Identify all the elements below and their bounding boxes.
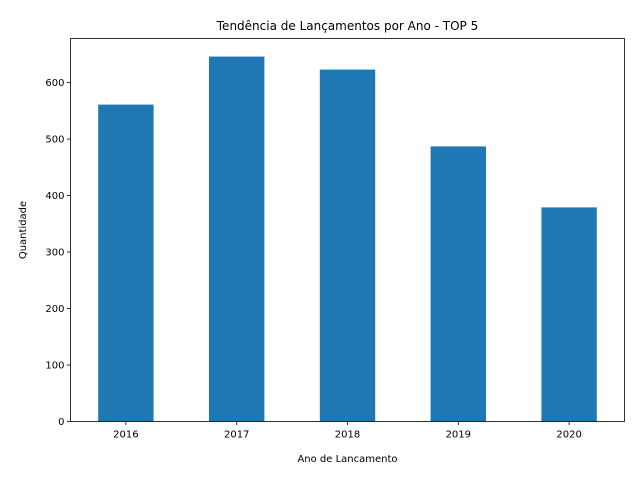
bar-2020 <box>541 207 597 422</box>
x-axis-label: Ano de Lancamento <box>297 454 397 465</box>
y-tick-label: 100 <box>45 361 64 372</box>
x-tick-label: 2019 <box>446 430 471 441</box>
bars-group <box>98 56 597 422</box>
x-tick-label: 2018 <box>335 430 360 441</box>
bar-2016 <box>98 104 154 422</box>
bar-2017 <box>209 56 265 422</box>
y-tick-label: 400 <box>45 191 64 202</box>
x-axis-ticks: 2016 2017 2018 2019 2020 <box>113 421 582 441</box>
y-tick-label: 0 <box>58 417 64 428</box>
bar-2019 <box>430 146 486 422</box>
y-axis-ticks: 0 100 200 300 400 500 600 <box>45 78 71 428</box>
bar-2018 <box>319 69 376 422</box>
chart-title: Tendência de Lançamentos por Ano - TOP 5 <box>216 19 478 33</box>
y-tick-label: 500 <box>45 135 64 146</box>
x-tick-label: 2017 <box>224 430 249 441</box>
y-tick-label: 300 <box>45 248 64 259</box>
y-tick-label: 200 <box>45 304 64 315</box>
x-tick-label: 2020 <box>556 430 581 441</box>
x-tick-label: 2016 <box>113 430 138 441</box>
y-tick-label: 600 <box>45 78 64 89</box>
plot-frame <box>70 38 625 422</box>
y-axis-label: Quantidade <box>18 201 29 259</box>
